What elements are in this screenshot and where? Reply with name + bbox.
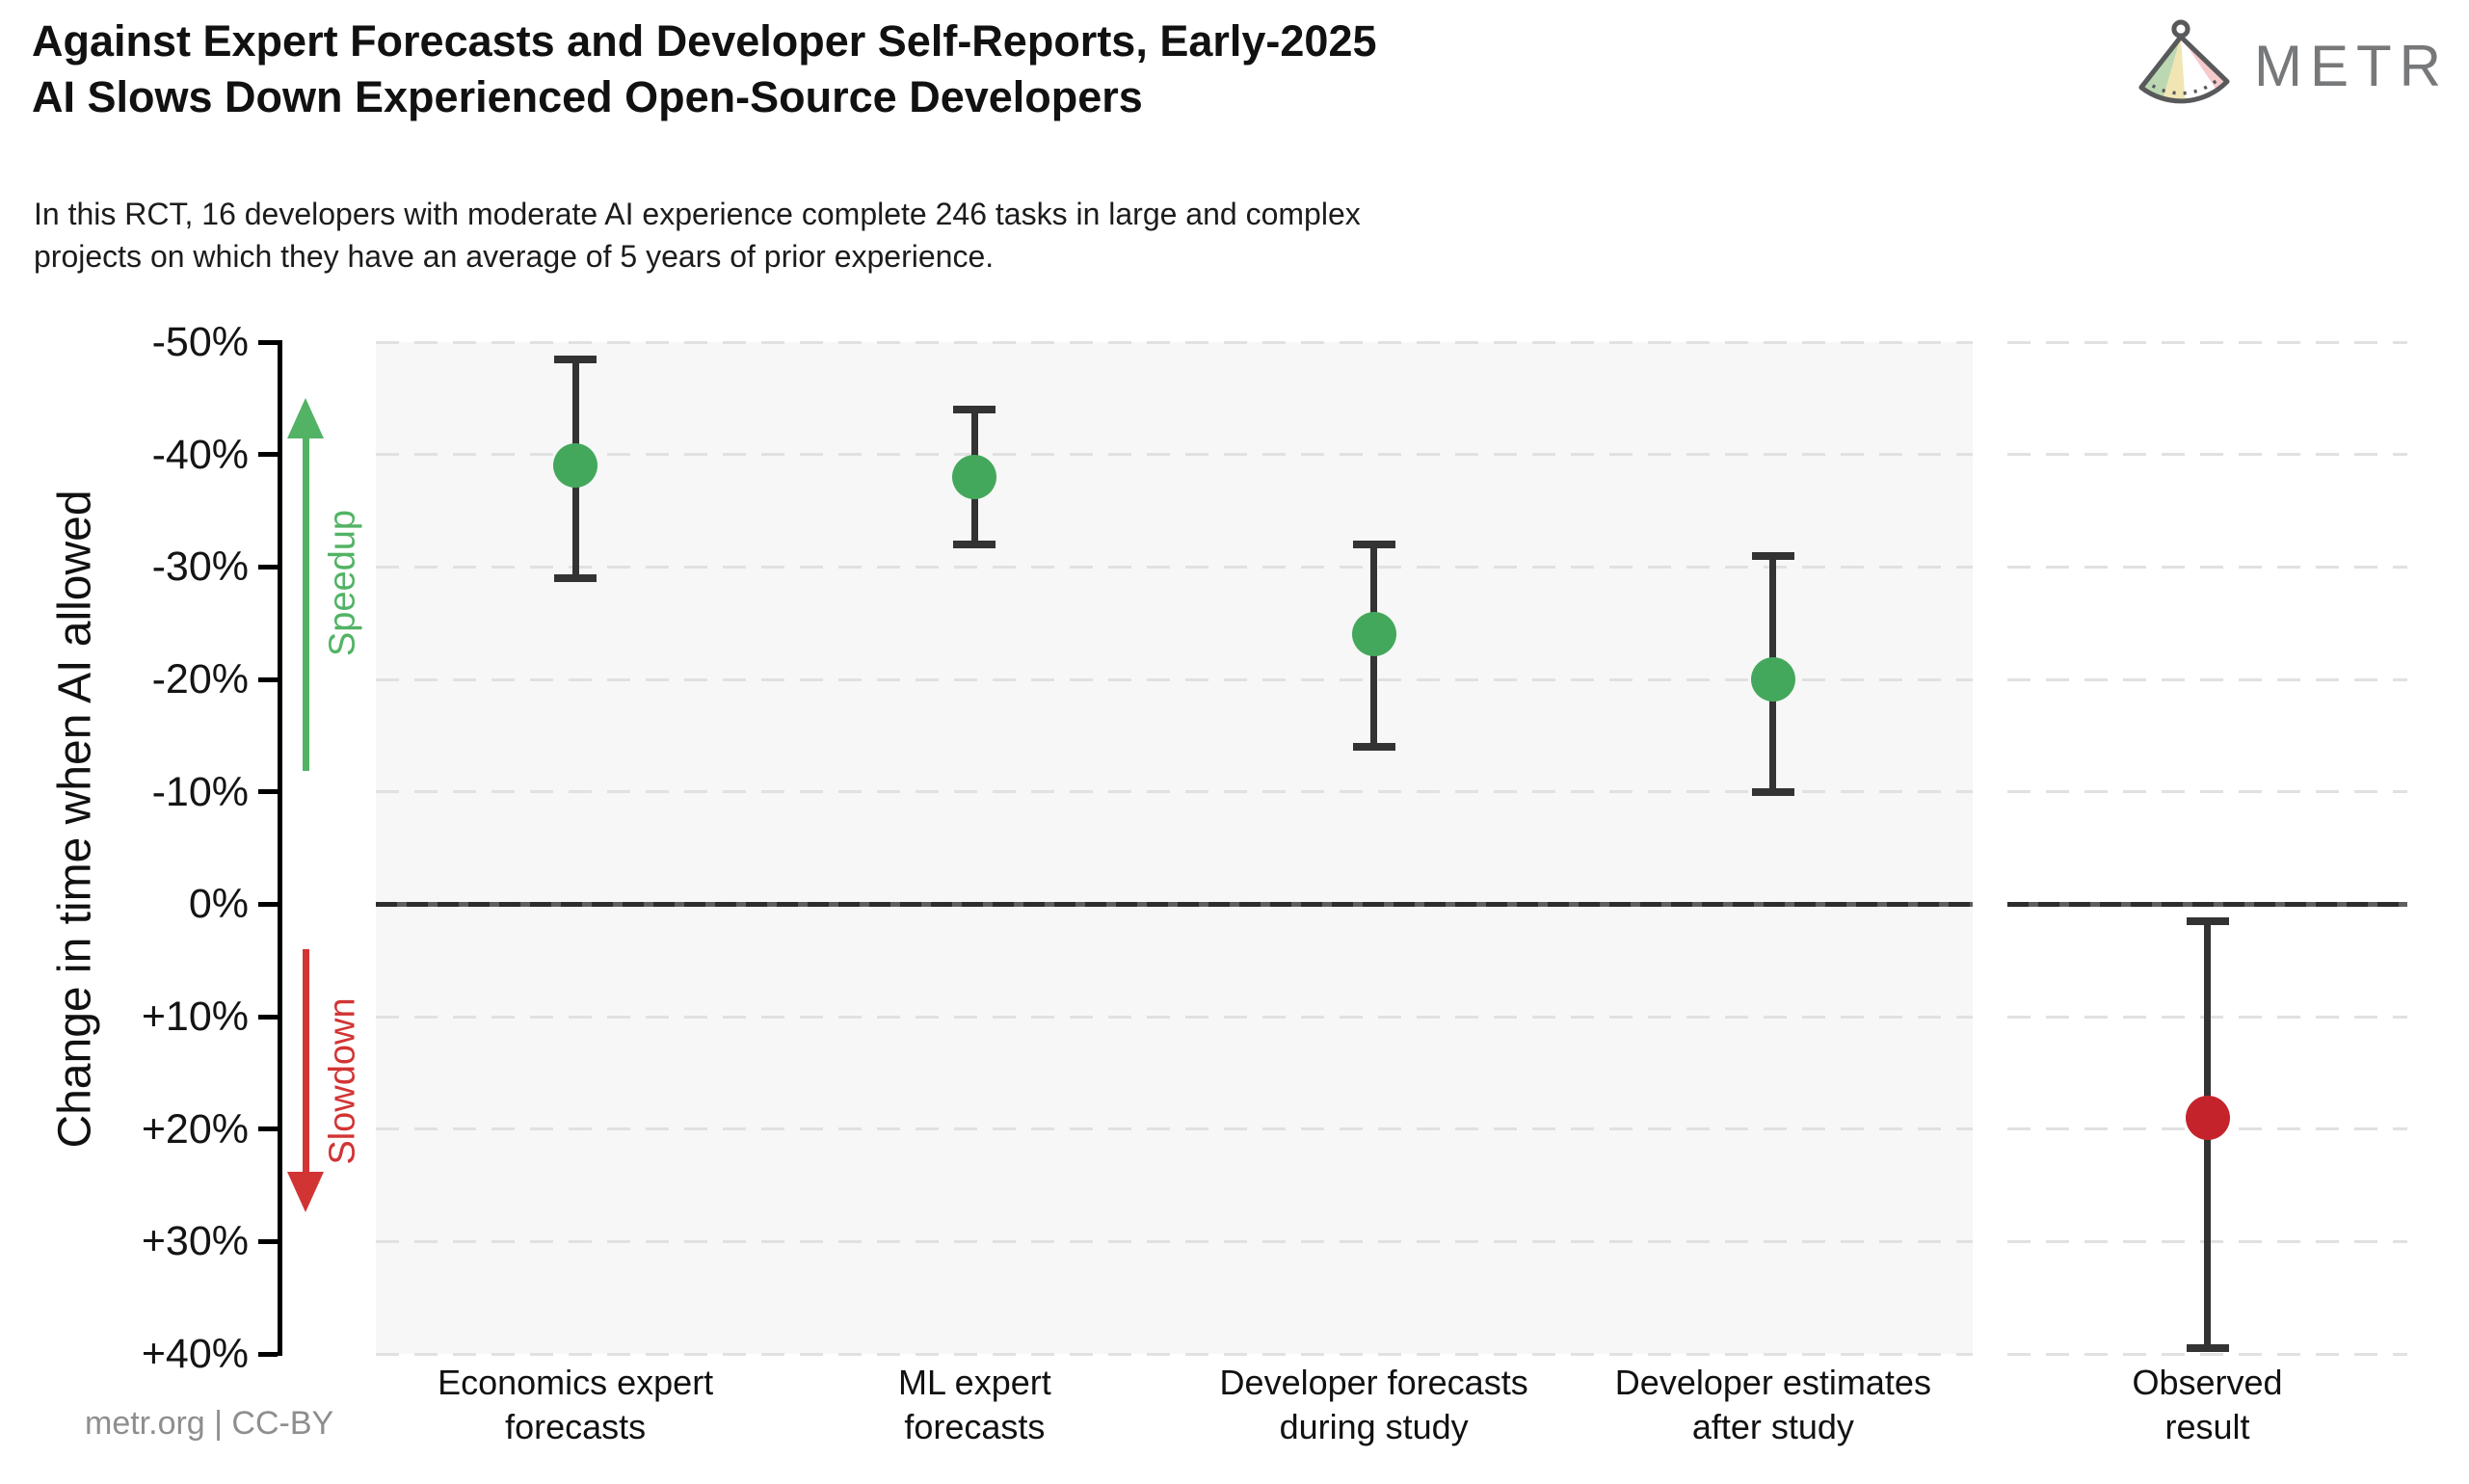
- slowdown-arrow-icon: [287, 1172, 324, 1212]
- gridline: [376, 677, 1973, 681]
- gridline: [2007, 340, 2407, 344]
- gridline: [376, 1127, 1973, 1131]
- zero-line: [376, 901, 1973, 907]
- slowdown-arrow-shaft: [302, 949, 309, 1174]
- error-bar-cap-observed-result: [2186, 916, 2229, 925]
- gridline: [2007, 453, 2407, 457]
- gridline: [376, 565, 1973, 569]
- y-axis-tick-label: +10%: [141, 994, 249, 1040]
- metr-logo-icon: [2138, 19, 2230, 104]
- error-bar-cap-economics-expert-forecasts: [554, 355, 597, 363]
- error-bar-cap-economics-expert-forecasts: [554, 574, 597, 582]
- x-axis-label-economics-expert-forecasts: Economics expert forecasts: [438, 1363, 714, 1446]
- chart-subtitle: In this RCT, 16 developers with moderate…: [34, 197, 1361, 274]
- gridline: [376, 1352, 1973, 1356]
- data-point-developer-estimates-after-study: [1750, 657, 1795, 702]
- y-axis-tick-label: -20%: [151, 656, 249, 702]
- y-axis-tick: [258, 1126, 278, 1132]
- zero-line: [2007, 901, 2407, 907]
- x-axis-label-developer-estimates-after-study: Developer estimates after study: [1614, 1363, 1931, 1446]
- y-axis-tick: [258, 452, 278, 458]
- y-axis-tick-label: +20%: [141, 1105, 249, 1153]
- error-bar-cap-observed-result: [2186, 1344, 2229, 1353]
- footer-credit: metr.org | CC-BY: [85, 1405, 334, 1442]
- y-axis-tick: [258, 564, 278, 570]
- data-point-developer-forecasts-during-study: [1351, 612, 1396, 657]
- gridline: [376, 340, 1973, 344]
- y-axis-tick: [258, 1351, 278, 1357]
- gridline: [376, 1239, 1973, 1243]
- y-axis-tick-label: 0%: [188, 881, 249, 928]
- gridline: [2007, 1352, 2407, 1356]
- error-bar-cap-developer-estimates-after-study: [1751, 787, 1794, 796]
- error-bar-cap-developer-forecasts-during-study: [1352, 541, 1395, 548]
- chart-title: Against Expert Forecasts and Developer S…: [32, 16, 1377, 121]
- gridline: [376, 790, 1973, 794]
- x-axis-label-developer-forecasts-during-study: Developer forecasts during study: [1219, 1363, 1528, 1446]
- y-axis-tick: [258, 901, 278, 907]
- gridline: [376, 1015, 1973, 1019]
- y-axis-tick-label: +30%: [141, 1218, 249, 1265]
- error-bar-cap-developer-forecasts-during-study: [1352, 743, 1395, 751]
- speedup-arrow-icon: [287, 398, 324, 438]
- error-bar-cap-ml-expert-forecasts: [953, 541, 996, 548]
- data-point-ml-expert-forecasts: [952, 455, 997, 499]
- y-axis-tick: [258, 789, 278, 795]
- gridline: [2007, 565, 2407, 569]
- error-bar-cap-developer-estimates-after-study: [1751, 551, 1794, 560]
- y-axis-tick: [258, 676, 278, 682]
- y-axis-tick-label: -10%: [151, 768, 249, 815]
- main-plot-panel: [376, 342, 1973, 1354]
- data-point-economics-expert-forecasts: [553, 443, 598, 489]
- y-axis-tick-label: -30%: [151, 543, 249, 591]
- y-axis-line: [278, 340, 282, 1356]
- gridline: [2007, 677, 2407, 681]
- metr-logo: METR: [2135, 19, 2449, 112]
- data-point-observed-result: [2185, 1096, 2230, 1140]
- speedup-arrow-shaft: [302, 437, 309, 771]
- y-axis-tick: [258, 1014, 278, 1020]
- gridline: [2007, 790, 2407, 794]
- gridline: [376, 453, 1973, 457]
- x-axis-label-observed-result: Observed result: [2132, 1363, 2283, 1446]
- y-axis-tick-label: -40%: [151, 431, 249, 478]
- y-axis-tick-label: +40%: [141, 1331, 249, 1377]
- y-axis-tick-label: -50%: [151, 319, 249, 365]
- error-bar-cap-ml-expert-forecasts: [953, 406, 996, 413]
- metr-logo-text: METR: [2254, 33, 2449, 98]
- x-axis-label-ml-expert-forecasts: ML expert forecasts: [898, 1363, 1051, 1446]
- y-axis-tick: [258, 1238, 278, 1244]
- y-axis-tick: [258, 339, 278, 345]
